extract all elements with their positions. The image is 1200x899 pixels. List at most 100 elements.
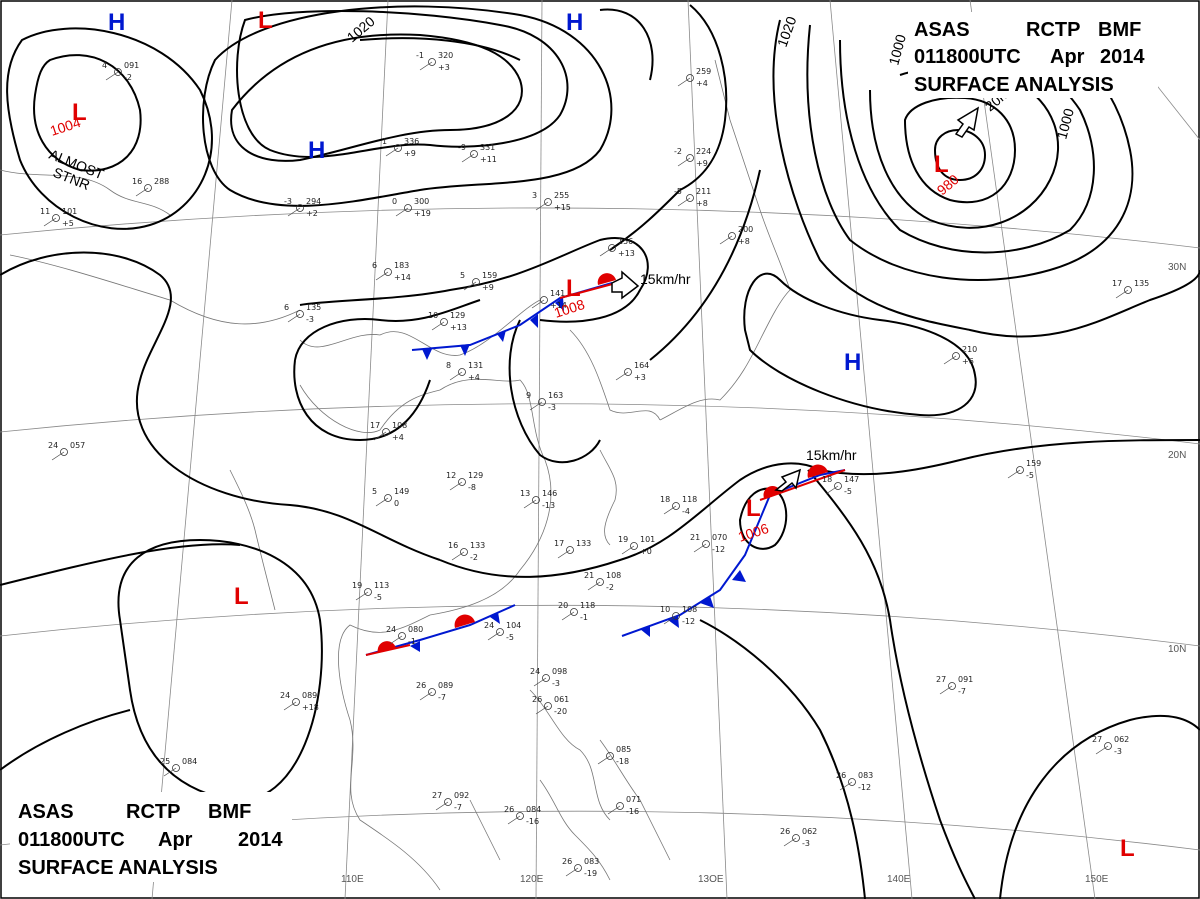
wind-barb xyxy=(435,801,449,811)
wind-barb xyxy=(43,217,57,227)
station-tendency: -8 xyxy=(468,483,476,492)
station-tendency: +4 xyxy=(696,79,708,88)
wind-barb xyxy=(565,867,579,877)
wind-barb xyxy=(839,781,853,791)
station-circle xyxy=(686,194,694,202)
high-pressure-center: H xyxy=(566,9,583,36)
high-pressure-center: H xyxy=(844,349,861,376)
station-plot: 24 057 xyxy=(48,441,85,461)
station-plot: 259+4 xyxy=(677,67,711,88)
station-tendency: -19 xyxy=(584,869,597,878)
station-pressure: 098 xyxy=(552,667,567,676)
wind-barb xyxy=(825,485,839,495)
station-temp: 8 xyxy=(446,361,451,370)
station-circle xyxy=(444,798,452,806)
motion-arrow xyxy=(774,468,802,492)
station-pressure: 092 xyxy=(454,791,469,800)
station-pressure: 288 xyxy=(154,177,169,186)
station-pressure: 070 xyxy=(712,533,727,542)
station-circle xyxy=(728,232,736,240)
station-plot: -1 320 +3 xyxy=(416,51,453,72)
wind-barb xyxy=(677,157,691,167)
station-pressure: 084 xyxy=(182,757,197,766)
station-plot: 085-18 xyxy=(597,745,631,766)
station-tendency: +4 xyxy=(392,433,404,442)
fronts xyxy=(365,273,846,656)
station-plot: 26 061 -20 xyxy=(532,695,569,716)
station-plot: -2 224 +9 xyxy=(674,147,711,168)
station-pressure: 061 xyxy=(554,695,569,704)
station-circle xyxy=(292,698,300,706)
low-pressure-center: L xyxy=(1120,835,1135,862)
station-circle xyxy=(630,542,638,550)
station-tendency: -3 xyxy=(1114,747,1122,756)
wind-barb xyxy=(523,499,537,509)
lon-label: 110E xyxy=(341,874,364,885)
station-tendency: +13 xyxy=(450,323,467,332)
warm-front xyxy=(559,281,621,299)
wind-barb xyxy=(529,401,543,411)
station-tendency: +4 xyxy=(468,373,480,382)
low-pressure-center: L xyxy=(566,275,581,302)
station-temp: 1 xyxy=(382,137,387,146)
station-temp: 17 xyxy=(554,539,564,548)
wind-barb xyxy=(507,815,521,825)
station-plot: 6 183 +14 xyxy=(372,261,411,282)
station-plot: 26 062 -3 xyxy=(780,827,817,848)
station-plot: 26 089 -7 xyxy=(416,681,453,702)
station-pressure: 147 xyxy=(844,475,859,484)
lon-label: 140E xyxy=(887,874,911,885)
station-plot: 26 084 -16 xyxy=(504,805,541,826)
warm-front-lobe xyxy=(454,614,475,628)
station-pressure: 083 xyxy=(584,857,599,866)
station-pressure: 101 xyxy=(62,207,77,216)
station-plot: 24 089 +18 xyxy=(280,691,319,712)
station-plot: -9 331 +11 xyxy=(458,143,497,164)
station-tendency: -2 xyxy=(470,553,478,562)
station-tendency: -3 xyxy=(548,403,556,412)
station-circle xyxy=(952,352,960,360)
wind-barb xyxy=(1115,289,1129,299)
station-pressure: 131 xyxy=(468,361,483,370)
wind-barb xyxy=(557,549,571,559)
station-tendency: 0 xyxy=(394,499,399,508)
cold-front-barb xyxy=(530,314,538,328)
station-circle xyxy=(296,310,304,318)
station-plot: 4 091 -2 xyxy=(102,61,139,82)
wind-barb xyxy=(587,581,601,591)
station-tendency: -5 xyxy=(1026,471,1034,480)
warm-front-lobe xyxy=(377,641,396,653)
wind-barb xyxy=(599,247,613,257)
chart-title: SURFACE ANALYSIS xyxy=(18,857,218,879)
motion-arrows xyxy=(611,106,980,492)
station-circle xyxy=(672,612,680,620)
station-temp: 19 xyxy=(352,581,362,590)
station-tendency: +14 xyxy=(550,301,567,310)
station-circle xyxy=(440,318,448,326)
station-tendency: +0 xyxy=(640,547,652,556)
wind-barb xyxy=(373,431,387,441)
station-plot: 27 091 -7 xyxy=(936,675,973,696)
station-temp: 27 xyxy=(432,791,442,800)
station-pressure: 331 xyxy=(480,143,495,152)
station-temp: 6 xyxy=(372,261,377,270)
station-plot: 11 101 +5 xyxy=(40,207,77,228)
station-pressure: 210 xyxy=(962,345,977,354)
station-plot: 3 255 +15 xyxy=(532,191,571,212)
station-plot: 27 062 -3 xyxy=(1092,735,1129,756)
station-circle xyxy=(394,144,402,152)
station-temp: 18 xyxy=(822,475,832,484)
station-pressure: 118 xyxy=(682,495,697,504)
station-pressure: 200 xyxy=(738,225,753,234)
station-temp: 24 xyxy=(48,441,58,450)
station-circle xyxy=(1104,742,1112,750)
station-circle xyxy=(382,428,390,436)
wind-barb xyxy=(419,691,433,701)
station-plot: 5 159 +9 xyxy=(460,271,497,292)
station-pressure: 085 xyxy=(616,745,631,754)
station-plot: 141+14 xyxy=(531,289,567,310)
station-plot: 21 070 -12 xyxy=(690,533,727,554)
station-temp: 27 xyxy=(1092,735,1102,744)
station-tendency: +11 xyxy=(480,155,497,164)
